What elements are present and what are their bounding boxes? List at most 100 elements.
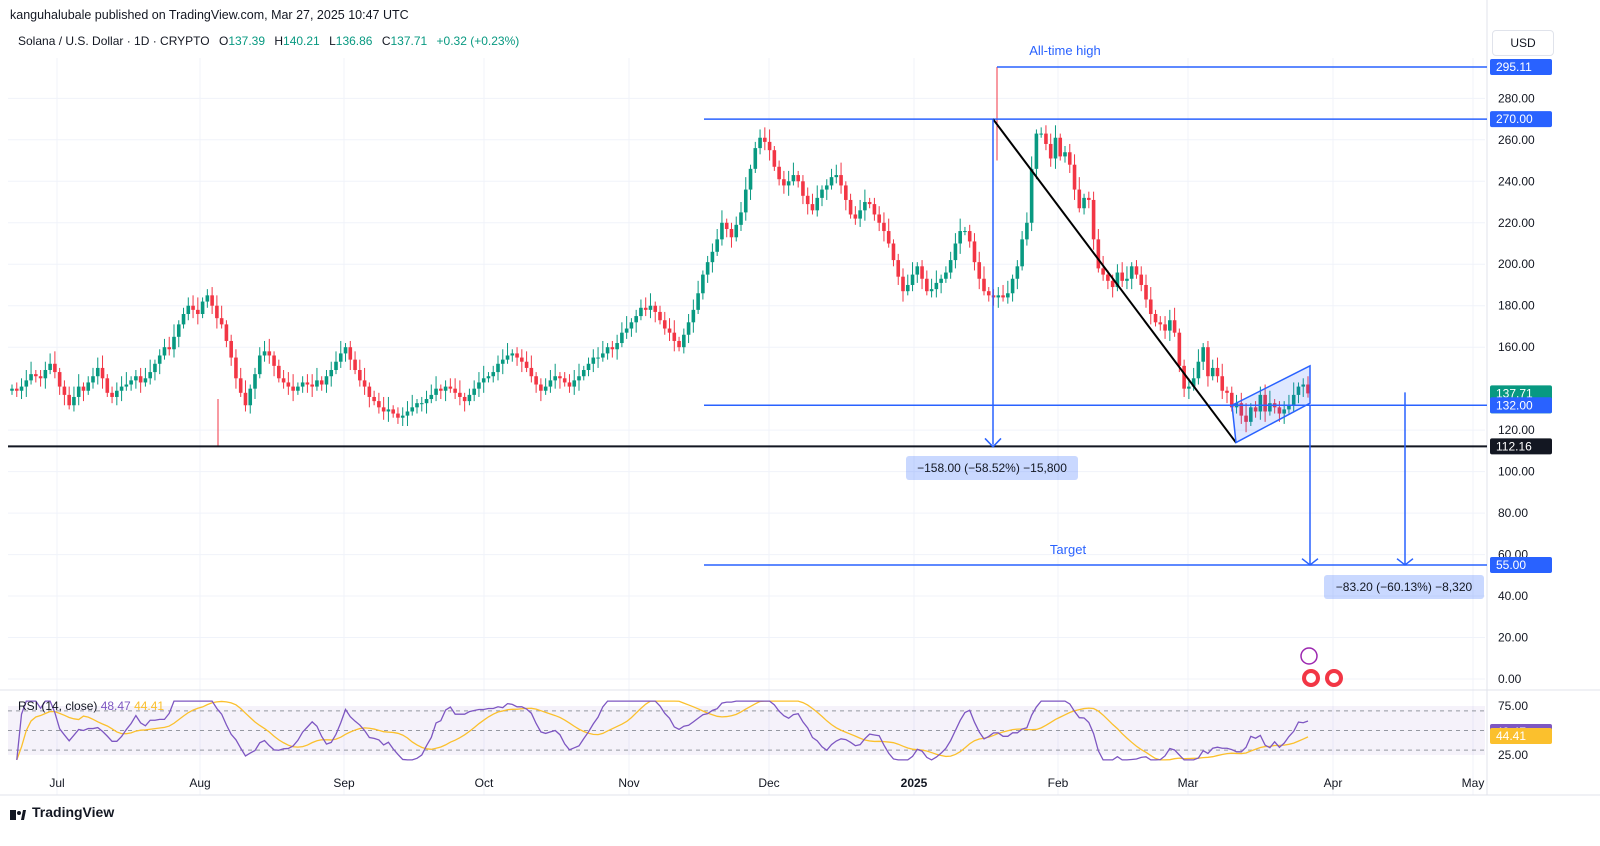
candle-body xyxy=(734,224,739,238)
candle-body xyxy=(1306,384,1310,394)
price-tag-label: 55.00 xyxy=(1496,558,1526,572)
candle-body xyxy=(143,378,148,383)
price-tag-label: 270.00 xyxy=(1496,112,1533,126)
candle-body xyxy=(176,324,181,337)
currency-button[interactable]: USD xyxy=(1492,30,1554,56)
publisher-line: kanguhalubale published on TradingView.c… xyxy=(10,8,409,22)
candle-body xyxy=(1139,274,1144,285)
candle-body xyxy=(310,384,314,387)
price-tag-bg xyxy=(1490,59,1552,75)
candle-body xyxy=(944,272,948,279)
candle-body xyxy=(939,278,943,283)
candle-body xyxy=(763,137,767,142)
candle-body xyxy=(677,340,681,348)
event-icon xyxy=(1300,647,1318,665)
price-tick: 200.00 xyxy=(1498,257,1535,271)
candle-body xyxy=(291,386,295,391)
candle-body xyxy=(848,199,853,215)
candle-body xyxy=(1291,394,1296,406)
candle-body xyxy=(805,195,810,205)
candle-body xyxy=(277,365,281,379)
candle-body xyxy=(539,384,543,391)
candle-body xyxy=(505,355,510,360)
candle-body xyxy=(1168,320,1172,331)
candle-body xyxy=(448,386,453,389)
candle-body xyxy=(562,378,567,383)
candle-body xyxy=(620,332,624,344)
candle-body xyxy=(296,386,300,391)
price-tags: 295.11270.00137.7113:12:47132.00112.1655… xyxy=(1490,59,1552,744)
candle-body xyxy=(172,336,176,350)
candle-body xyxy=(705,262,710,275)
candle-body xyxy=(810,204,815,211)
candle-body xyxy=(720,222,724,240)
candle-body xyxy=(362,380,367,387)
candle-body xyxy=(281,378,286,383)
candle-body xyxy=(486,376,491,379)
candle-body xyxy=(1282,409,1286,414)
candle-body xyxy=(272,355,276,366)
candle-body xyxy=(1187,386,1191,389)
candle-body xyxy=(458,392,462,397)
candle-body xyxy=(925,278,929,292)
candle-body xyxy=(496,363,500,373)
candle-body xyxy=(205,295,210,302)
candle-body xyxy=(1048,143,1053,159)
candle-body xyxy=(634,316,638,323)
candle-body xyxy=(929,289,934,292)
candle-body xyxy=(1101,268,1105,275)
price-tag-label: 137.71 xyxy=(1496,386,1533,400)
candle-body xyxy=(791,175,796,182)
price-tick: 160.00 xyxy=(1498,340,1535,354)
candle-body xyxy=(1129,266,1134,279)
candle-body xyxy=(877,214,881,223)
candle-body xyxy=(1296,386,1301,395)
candle-body xyxy=(682,334,686,348)
candle-body xyxy=(767,141,772,151)
high-label: H xyxy=(274,34,284,48)
candle-body xyxy=(38,376,43,379)
candle-body xyxy=(462,396,467,402)
candle-body xyxy=(591,357,596,364)
candle-body xyxy=(439,388,443,391)
candle-body xyxy=(529,367,534,377)
tradingview-brand[interactable]: TradingView xyxy=(10,804,114,820)
rsi-pane xyxy=(8,700,1485,761)
time-axis: Jul Aug Sep Oct Nov Dec 2025 Feb Mar Apr May xyxy=(49,776,1484,790)
candle-body xyxy=(286,382,291,387)
measure-arrowhead-1 xyxy=(984,437,1002,448)
candle-body xyxy=(1025,222,1029,240)
candle-body xyxy=(863,202,867,211)
candle-body xyxy=(10,388,14,391)
candle-body xyxy=(986,291,991,296)
symbol-name[interactable]: Solana / U.S. Dollar · 1D · CRYPTO xyxy=(18,34,210,48)
candle-body xyxy=(615,343,619,350)
candle-body xyxy=(1125,278,1129,281)
candle-body xyxy=(358,370,362,381)
candle-body xyxy=(419,403,424,405)
candle-body xyxy=(467,394,472,402)
measure-label: −158.00 (−58.52%) −15,800 xyxy=(917,461,1067,475)
time-tick: Mar xyxy=(1178,776,1199,790)
candle-body xyxy=(729,228,734,238)
candle-body xyxy=(491,372,496,377)
candle-body xyxy=(534,376,538,385)
candle-body xyxy=(958,231,962,244)
candle-body xyxy=(891,243,896,261)
grid xyxy=(0,0,1600,796)
candle-body xyxy=(1148,299,1153,315)
candle-body xyxy=(81,386,86,391)
rsi-tick: 75.00 xyxy=(1498,699,1528,713)
candle-body xyxy=(257,355,262,375)
candle-body xyxy=(72,396,76,406)
candle-body xyxy=(338,353,343,362)
candle-body xyxy=(119,386,124,391)
candle-body xyxy=(548,380,553,387)
candle-body xyxy=(524,361,529,368)
candle-body xyxy=(372,396,376,402)
candle-body xyxy=(1253,407,1258,412)
time-tick: Dec xyxy=(758,776,779,790)
candle-body xyxy=(834,175,839,178)
price-tick: 20.00 xyxy=(1498,631,1528,645)
